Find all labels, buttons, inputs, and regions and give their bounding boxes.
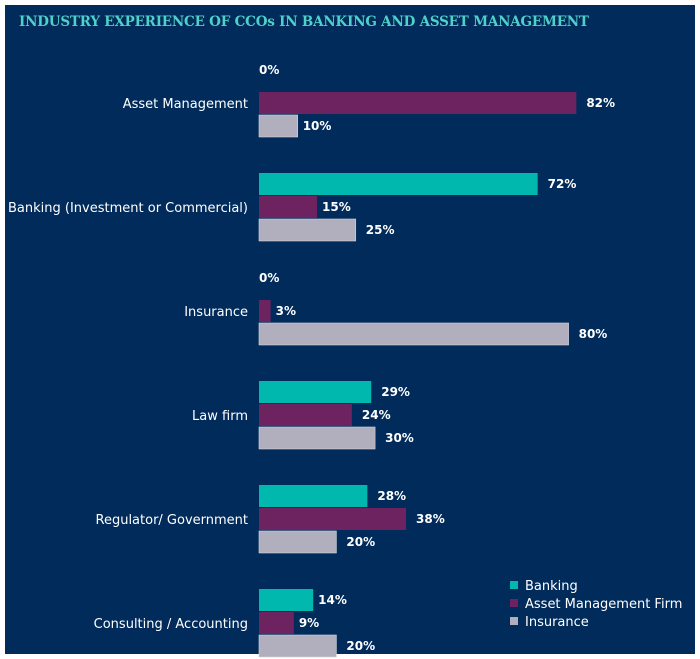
- data-label: 3%: [276, 304, 296, 318]
- data-label: 24%: [362, 408, 391, 422]
- data-label: 82%: [586, 96, 615, 110]
- bar: [259, 508, 407, 530]
- bar: [259, 381, 372, 403]
- data-label: 25%: [366, 223, 395, 237]
- legend-swatch: [510, 581, 518, 589]
- bar: [259, 612, 294, 634]
- category-label: Banking (Investment or Commercial): [8, 201, 248, 216]
- data-label: 80%: [579, 327, 608, 341]
- bar: [258, 322, 569, 346]
- data-label: 29%: [381, 385, 410, 399]
- data-label: 14%: [318, 593, 347, 607]
- bar: [259, 300, 271, 322]
- bar: [259, 173, 538, 195]
- data-label: 20%: [346, 639, 375, 653]
- data-label: 0%: [259, 271, 279, 285]
- data-label: 0%: [259, 63, 279, 77]
- bar: [259, 404, 352, 426]
- bar: [258, 634, 337, 658]
- category-label: Regulator/ Government: [96, 513, 249, 528]
- bar: [258, 218, 357, 242]
- chart-title: INDUSTRY EXPERIENCE OF CCOs IN BANKING A…: [19, 14, 589, 30]
- bar: [258, 114, 299, 138]
- legend-label: Insurance: [525, 615, 589, 630]
- data-label: 72%: [548, 177, 577, 191]
- data-label: 9%: [299, 616, 319, 630]
- legend-label: Banking: [525, 579, 578, 594]
- data-label: 10%: [303, 119, 332, 133]
- bar: [259, 589, 314, 611]
- category-label: Law firm: [192, 409, 248, 424]
- category-label: Consulting / Accounting: [94, 617, 248, 632]
- data-label: 20%: [346, 535, 375, 549]
- bar: [259, 92, 577, 114]
- data-label: 15%: [322, 200, 351, 214]
- data-label: 28%: [377, 489, 406, 503]
- legend-label: Asset Management Firm: [525, 597, 682, 612]
- bar: [258, 530, 337, 554]
- data-label: 38%: [416, 512, 445, 526]
- legend-swatch: [510, 599, 518, 607]
- data-label: 30%: [385, 431, 414, 445]
- legend-swatch: [510, 617, 518, 625]
- bar: [258, 426, 376, 450]
- bar: [259, 485, 368, 507]
- category-label: Asset Management: [123, 97, 248, 112]
- bar: [259, 196, 318, 218]
- category-label: Insurance: [184, 305, 248, 320]
